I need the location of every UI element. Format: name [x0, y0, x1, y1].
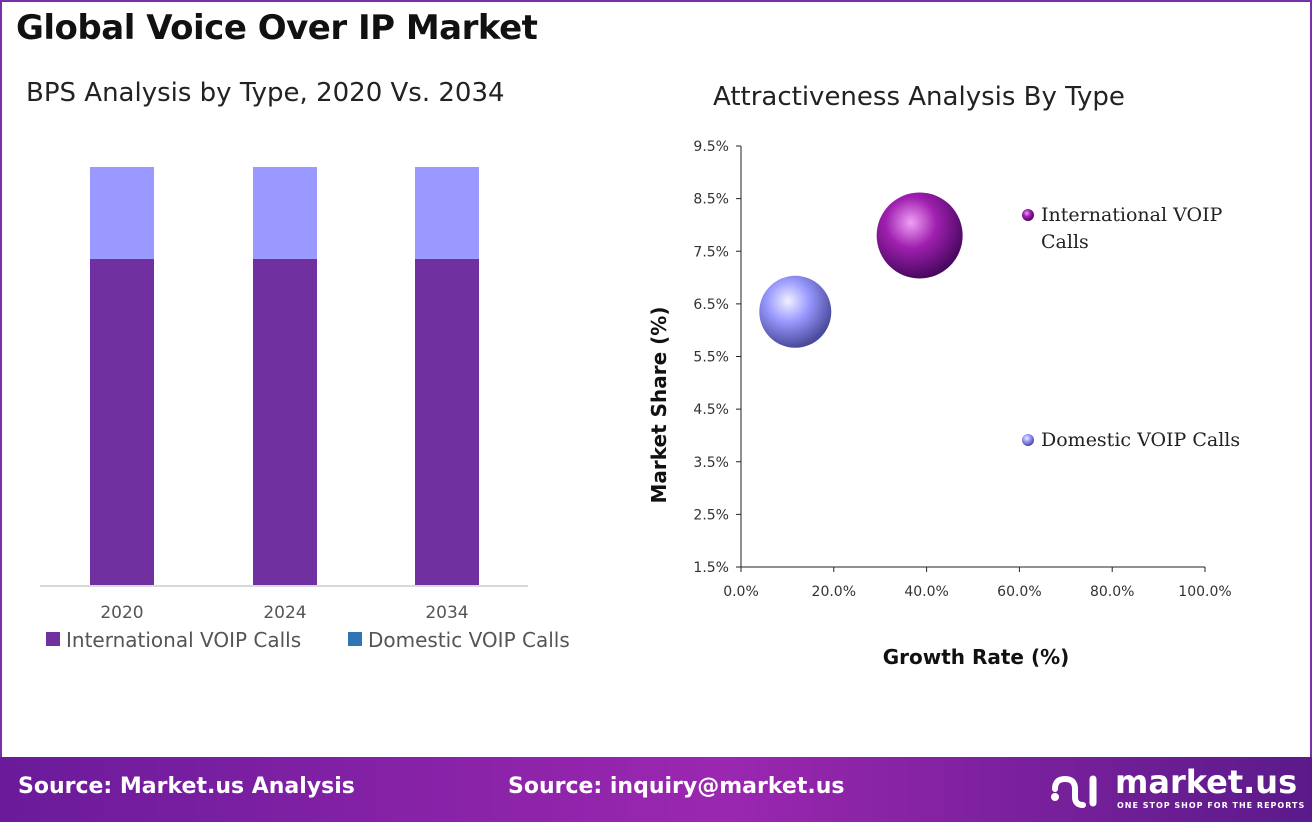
y-tick-label: 2.5%: [693, 507, 729, 523]
bar-2034-series-1: [415, 167, 479, 259]
footer: Source: Market.us Analysis Source: inqui…: [0, 757, 1312, 822]
y-tick-label: 3.5%: [693, 455, 729, 471]
chart-frame: [0, 0, 1312, 760]
legend-label: Domestic VOIP Calls: [368, 628, 570, 652]
bar-2020-series-1: [90, 167, 154, 259]
legend-swatch: [348, 632, 362, 646]
charts-svg: 2020 2024 2034 International VOIP Calls Dome…: [40, 139, 1240, 669]
legend-swatch: [46, 632, 60, 646]
legend-label-domestic: Domestic VOIP Calls: [1041, 429, 1240, 451]
x-tick-label: 2020: [100, 603, 143, 623]
bubble-international: [876, 192, 963, 279]
bubble-domestic: [759, 275, 832, 348]
legend-marker: [1022, 434, 1034, 446]
x-tick-label: 100.0%: [1178, 584, 1231, 600]
y-tick-label: 1.5%: [693, 560, 729, 576]
y-tick-label: 8.5%: [693, 192, 729, 208]
bar-2024-series-0: [253, 258, 317, 585]
bar-2034-series-0: [415, 258, 479, 585]
x-tick-label: 2024: [263, 603, 306, 623]
y-axis-title: Market Share (%): [647, 307, 671, 504]
y-tick-label: 4.5%: [693, 402, 729, 418]
footer-source-right: Source: inquiry@market.us: [508, 774, 845, 799]
logo-text: market.us: [1115, 763, 1298, 801]
x-tick-label: 20.0%: [812, 584, 856, 600]
market-us-logo: market.us ONE STOP SHOP FOR THE REPORTS: [1045, 763, 1306, 817]
x-tick-label: 2034: [425, 603, 468, 623]
x-tick-label: 80.0%: [1090, 584, 1134, 600]
bubble-chart-title: Attractiveness Analysis By Type: [713, 82, 1125, 112]
y-tick-label: 7.5%: [693, 244, 729, 260]
legend-label-international: International VOIP Calls: [1041, 204, 1223, 253]
logo-icon: [1051, 775, 1097, 808]
x-tick-label: 0.0%: [723, 584, 759, 600]
bar-2020-series-0: [90, 258, 154, 585]
bar-2024-series-1: [253, 167, 317, 259]
legend-label: International VOIP Calls: [66, 628, 301, 652]
x-tick-label: 60.0%: [997, 584, 1041, 600]
y-tick-label: 6.5%: [693, 297, 729, 313]
x-tick-label: 40.0%: [904, 584, 948, 600]
y-tick-label: 5.5%: [693, 350, 729, 366]
legend-marker: [1022, 209, 1034, 221]
footer-source-left: Source: Market.us Analysis: [18, 774, 355, 799]
logo-tagline: ONE STOP SHOP FOR THE REPORTS: [1117, 801, 1306, 810]
page-title: Global Voice Over IP Market: [16, 8, 538, 48]
x-axis-title: Growth Rate (%): [883, 645, 1070, 669]
y-tick-label: 9.5%: [693, 139, 729, 155]
bar-chart-title: BPS Analysis by Type, 2020 Vs. 2034: [26, 78, 505, 108]
